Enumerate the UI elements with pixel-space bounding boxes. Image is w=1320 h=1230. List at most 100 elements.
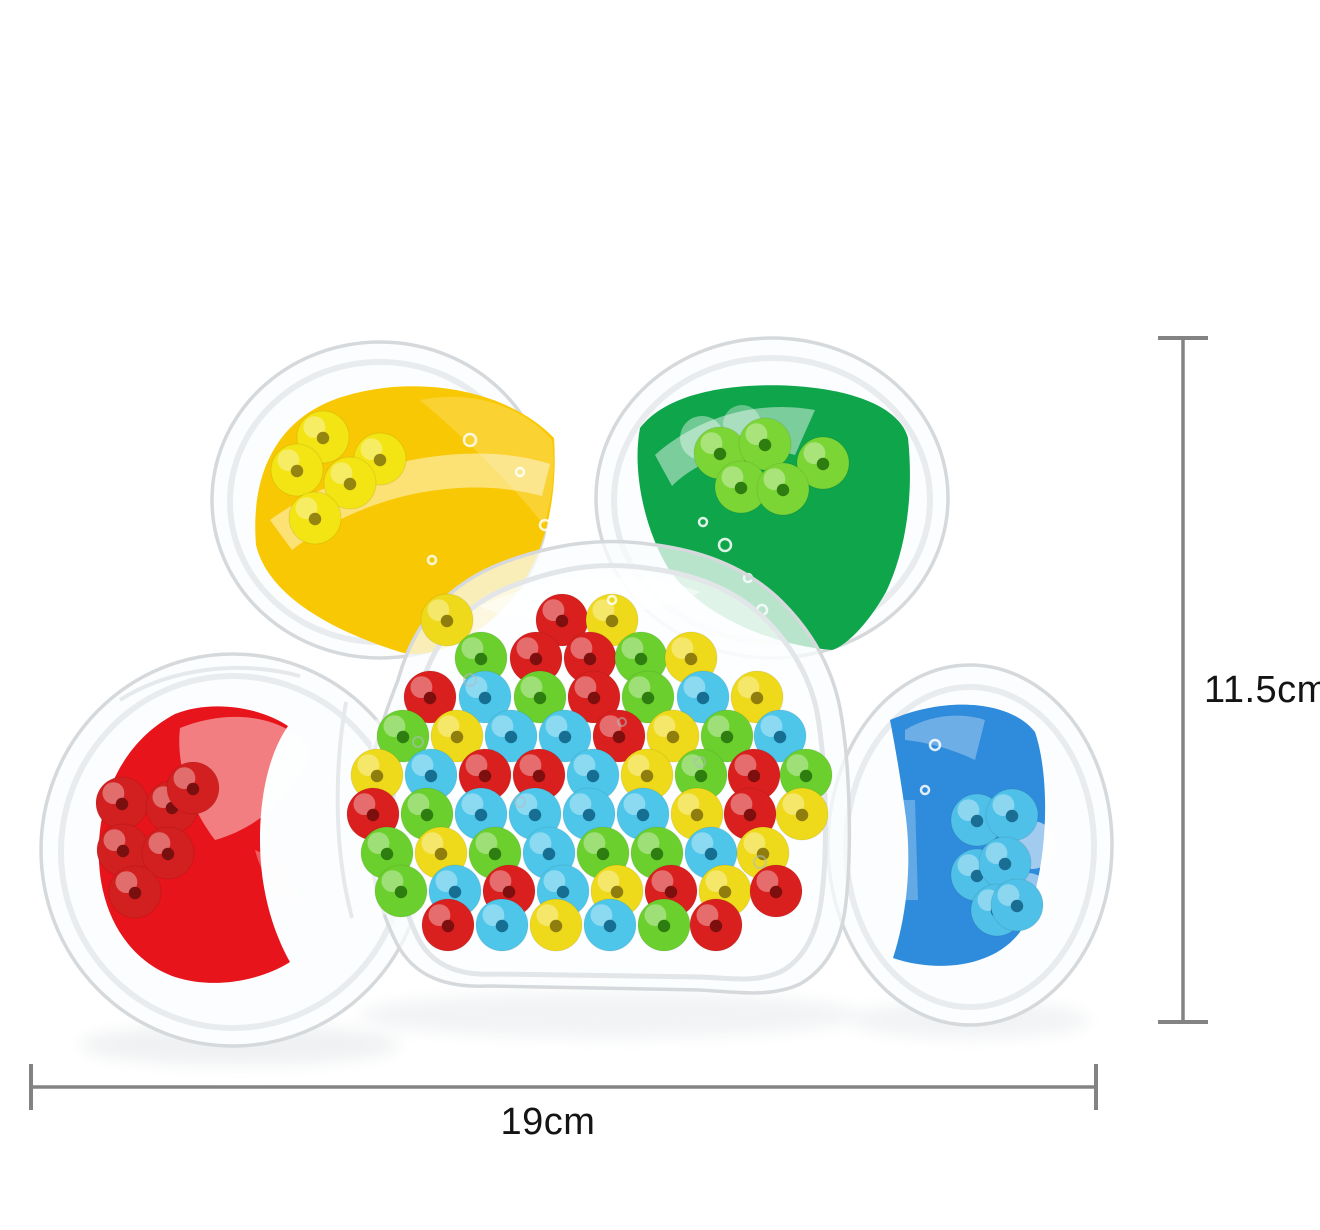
- bead-highlight: [644, 904, 667, 927]
- bead-highlight: [536, 904, 559, 927]
- toe-pod-blue: [826, 663, 1114, 1027]
- bead: [592, 709, 646, 763]
- bead-highlight: [696, 904, 719, 927]
- bead-highlight: [516, 637, 539, 660]
- bead-hole: [713, 447, 727, 461]
- bead-hole: [373, 453, 387, 467]
- bead-hole: [434, 847, 448, 861]
- width-dimension-label: 19cm: [501, 1101, 596, 1143]
- bead-highlight: [628, 676, 651, 699]
- bead: [513, 670, 567, 724]
- bead-hole: [115, 797, 129, 811]
- bead-hole: [448, 885, 462, 899]
- bead-highlight: [103, 829, 126, 852]
- water-droplet: [928, 738, 942, 752]
- bead-highlight: [148, 832, 171, 855]
- bead: [646, 709, 700, 763]
- bead-hole: [603, 919, 617, 933]
- bead-highlight: [381, 870, 404, 893]
- air-bubble: [753, 855, 767, 869]
- bead-highlight: [985, 842, 1008, 865]
- bead: [990, 878, 1044, 932]
- bead-highlight: [115, 871, 138, 894]
- glare-highlight: [255, 850, 300, 905]
- bead-hole: [734, 481, 748, 495]
- shadow: [360, 993, 860, 1037]
- bead-highlight: [427, 599, 450, 622]
- bead-hole: [718, 885, 732, 899]
- bead: [700, 709, 754, 763]
- bead-hole: [758, 438, 772, 452]
- bead-hole: [1005, 809, 1019, 823]
- bead: [756, 462, 810, 516]
- air-bubble: [617, 717, 627, 727]
- bead-highlight: [707, 715, 730, 738]
- bead-hole: [478, 769, 492, 783]
- bead-hole: [186, 782, 200, 796]
- bead-hole: [495, 919, 509, 933]
- glare-highlight: [179, 716, 312, 840]
- bead: [484, 709, 538, 763]
- water-droplet: [919, 784, 931, 796]
- height-dimension-label: 11.5cm: [1204, 669, 1320, 711]
- bead-highlight: [428, 904, 451, 927]
- toe-pod-yellow: [210, 340, 555, 660]
- bead: [567, 670, 621, 724]
- bead: [96, 823, 150, 877]
- bead-highlight: [677, 793, 700, 816]
- bead: [689, 898, 743, 952]
- bead: [664, 631, 718, 685]
- bead: [985, 788, 1039, 842]
- bead-highlight: [360, 438, 383, 461]
- glare-highlight: [480, 577, 700, 620]
- bead-hole: [558, 730, 572, 744]
- palm-beads: [346, 593, 833, 952]
- palm-pouch: [335, 539, 852, 995]
- bead-highlight: [411, 754, 434, 777]
- bead-hole: [650, 847, 664, 861]
- bead-hole: [582, 808, 596, 822]
- bead-hole: [696, 691, 710, 705]
- bead-highlight: [590, 904, 613, 927]
- bead: [288, 491, 342, 545]
- bead-highlight: [957, 854, 980, 877]
- bead-highlight: [543, 870, 566, 893]
- bead-highlight: [367, 832, 390, 855]
- bead: [374, 864, 428, 918]
- bead-highlight: [583, 832, 606, 855]
- bead-highlight: [489, 870, 512, 893]
- bead-hole: [424, 769, 438, 783]
- bead-highlight: [519, 754, 542, 777]
- bead: [775, 787, 829, 841]
- pod-blue-beads: [950, 788, 1044, 937]
- bead-hole: [556, 885, 570, 899]
- bead: [583, 898, 637, 952]
- bead-highlight: [357, 754, 380, 777]
- bead-hole: [343, 477, 357, 491]
- bead-hole: [640, 769, 654, 783]
- bead-hole: [533, 691, 547, 705]
- bead-hole: [474, 808, 488, 822]
- bead: [404, 748, 458, 802]
- bead-highlight: [745, 423, 768, 446]
- bead-highlight: [681, 754, 704, 777]
- water-droplet: [514, 466, 526, 478]
- bead-highlight: [623, 793, 646, 816]
- bead: [509, 631, 563, 685]
- bead: [475, 898, 529, 952]
- bead-hole: [795, 808, 809, 822]
- bead-highlight: [421, 832, 444, 855]
- water-droplet: [697, 516, 709, 528]
- bead-hole: [612, 730, 626, 744]
- bead-hole: [504, 730, 518, 744]
- bead: [670, 787, 724, 841]
- bead-highlight: [330, 462, 353, 485]
- bead-hole: [641, 691, 655, 705]
- film-fold: [118, 666, 301, 702]
- bead-hole: [634, 652, 648, 666]
- bead-highlight: [407, 793, 430, 816]
- bead-highlight: [763, 468, 786, 491]
- bead-highlight: [691, 832, 714, 855]
- bead-hole: [394, 885, 408, 899]
- bead-hole: [684, 652, 698, 666]
